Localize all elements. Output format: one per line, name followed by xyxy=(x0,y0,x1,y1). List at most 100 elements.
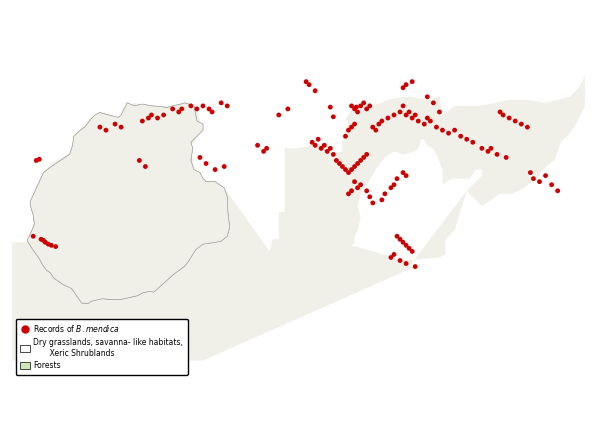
Point xyxy=(37,236,46,243)
Point xyxy=(332,157,341,164)
Point xyxy=(392,233,402,240)
Point xyxy=(486,145,496,152)
Point xyxy=(356,181,365,188)
Point xyxy=(211,166,220,173)
Point xyxy=(392,175,402,182)
Point xyxy=(347,103,356,109)
Point xyxy=(511,118,520,125)
Point xyxy=(192,106,202,112)
Point xyxy=(153,114,163,121)
Point xyxy=(377,118,386,125)
Point xyxy=(359,100,368,106)
Point xyxy=(338,163,347,170)
Point xyxy=(547,181,556,188)
Point xyxy=(517,121,526,128)
Point xyxy=(220,163,229,170)
Point xyxy=(39,237,49,244)
Point xyxy=(404,245,414,252)
Point xyxy=(395,109,405,115)
Point xyxy=(310,87,320,94)
Point xyxy=(116,124,126,131)
Point xyxy=(523,124,532,131)
Point xyxy=(462,136,472,142)
Point xyxy=(362,151,371,158)
Point xyxy=(383,114,393,121)
Point xyxy=(434,109,444,115)
Polygon shape xyxy=(27,103,230,304)
Polygon shape xyxy=(12,75,585,360)
Point xyxy=(186,103,196,109)
Point xyxy=(456,133,466,139)
Point xyxy=(110,121,120,128)
Point xyxy=(143,114,153,121)
Point xyxy=(253,142,262,149)
Point xyxy=(359,154,368,161)
Point xyxy=(201,160,211,167)
Point xyxy=(41,239,50,245)
Point xyxy=(492,151,502,158)
Point xyxy=(146,112,156,118)
Point xyxy=(335,160,344,167)
Point xyxy=(195,154,205,161)
Point xyxy=(347,166,356,173)
Point xyxy=(307,139,317,146)
Point xyxy=(389,251,399,258)
Point xyxy=(31,157,41,164)
Point xyxy=(398,103,408,109)
Point xyxy=(407,248,417,255)
Point xyxy=(137,118,147,125)
Point xyxy=(444,130,454,137)
Point xyxy=(386,254,396,261)
Point xyxy=(283,106,293,112)
Point xyxy=(422,114,432,121)
Point xyxy=(395,257,405,264)
Point xyxy=(535,179,544,185)
Point xyxy=(398,84,408,91)
Point xyxy=(350,163,359,170)
Point xyxy=(401,172,411,179)
Point xyxy=(322,148,332,155)
Point xyxy=(353,160,362,167)
Point xyxy=(404,109,414,115)
Point xyxy=(389,112,399,118)
Point xyxy=(483,148,493,155)
Point xyxy=(362,106,371,112)
Point xyxy=(341,166,350,173)
Point xyxy=(365,193,374,200)
Point xyxy=(350,121,359,128)
Point xyxy=(428,100,438,106)
Point xyxy=(344,127,353,134)
Point xyxy=(495,109,505,115)
Point xyxy=(329,151,338,158)
Point xyxy=(140,163,150,170)
Point xyxy=(425,118,435,125)
Point xyxy=(505,114,514,121)
Point xyxy=(368,124,377,131)
Legend: Records of $\it{B. mendica}$, Dry grasslands, savanna- like habitats,
       Xer: Records of $\it{B. mendica}$, Dry grassl… xyxy=(16,319,188,375)
Point xyxy=(134,157,144,164)
Point xyxy=(407,78,417,85)
Point xyxy=(274,112,284,118)
Point xyxy=(422,93,432,100)
Point xyxy=(368,200,377,206)
Point xyxy=(259,148,268,155)
Point xyxy=(177,106,187,112)
Point xyxy=(389,181,399,188)
Point xyxy=(398,239,408,245)
Point xyxy=(356,103,365,109)
Point xyxy=(217,100,226,106)
Point xyxy=(47,242,56,249)
Point xyxy=(262,145,271,152)
Point xyxy=(223,103,232,109)
Point xyxy=(468,139,478,146)
Point xyxy=(159,112,169,118)
Point xyxy=(51,243,61,250)
Point xyxy=(95,124,105,131)
Point xyxy=(413,118,423,125)
Point xyxy=(410,263,420,270)
Point xyxy=(326,104,335,111)
Point xyxy=(410,112,420,118)
Point xyxy=(28,233,38,240)
Point xyxy=(174,109,184,115)
Point xyxy=(101,127,111,134)
